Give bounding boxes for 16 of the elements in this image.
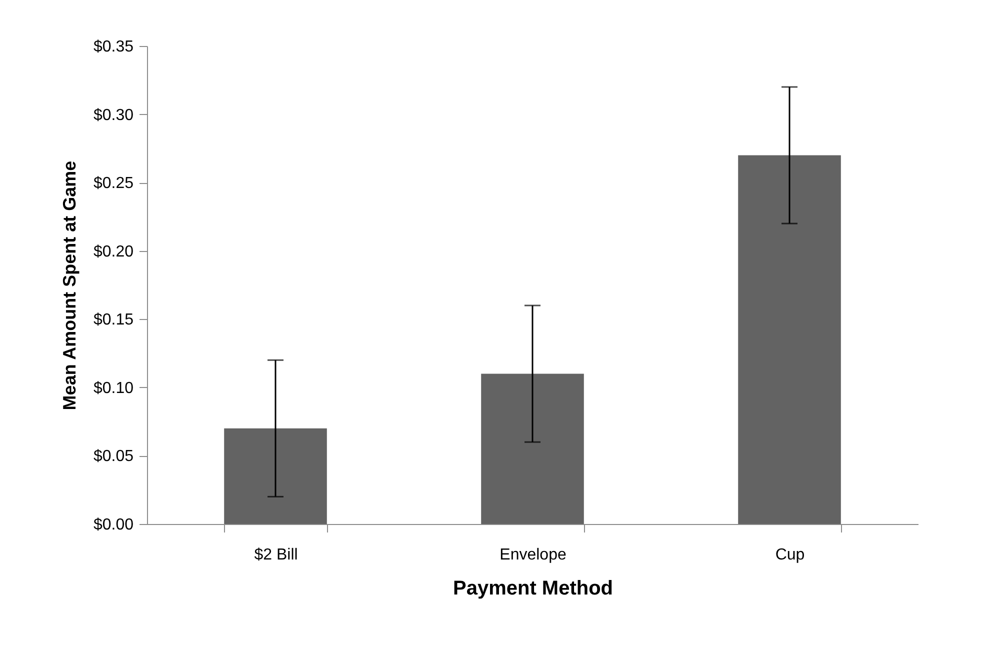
x-axis-title: Payment Method [452, 578, 614, 600]
y-tick-label: $0.30 [93, 106, 134, 124]
bar [738, 155, 841, 524]
y-tick-label: $0.00 [93, 516, 134, 534]
y-axis-title: Mean Amount Spent at Game [59, 160, 80, 410]
x-tick-label: Cup [775, 546, 805, 564]
x-tick-label: Envelope [500, 546, 566, 564]
y-tick-label: $0.25 [93, 175, 134, 192]
bar [481, 374, 584, 524]
y-tick-label: $0.20 [93, 243, 134, 260]
y-tick-label: $0.10 [93, 380, 134, 397]
x-tick-label: $2 Bill [254, 546, 298, 564]
y-tick-label: $0.15 [93, 312, 134, 329]
bar [224, 428, 327, 524]
y-tick-label: $0.05 [93, 448, 134, 466]
y-tick-label: $0.35 [93, 38, 134, 56]
